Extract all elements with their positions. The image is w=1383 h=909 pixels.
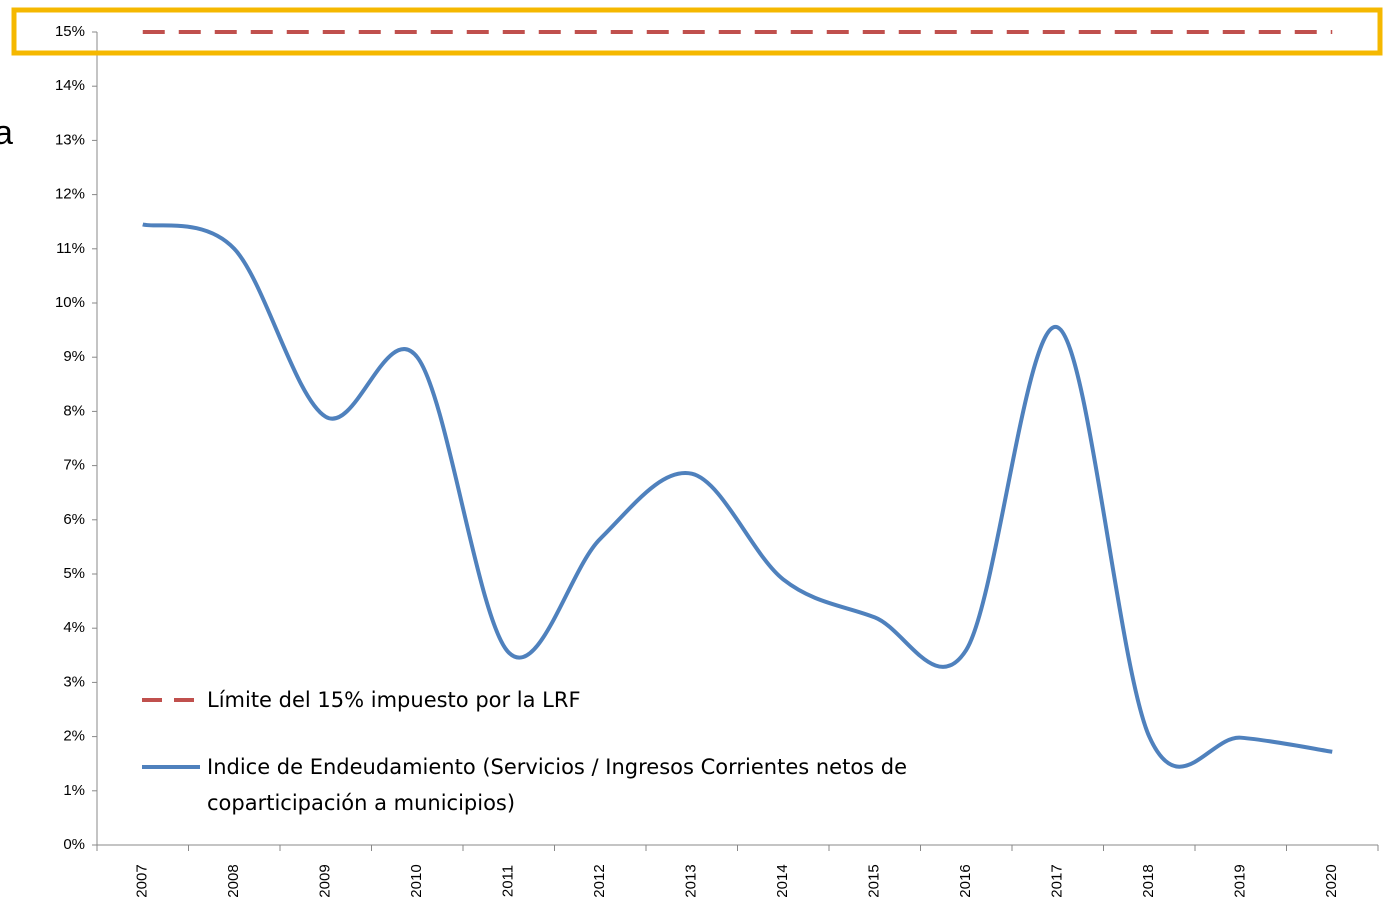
- x-tick-label: 2014: [774, 864, 791, 897]
- x-tick-label: 2020: [1323, 864, 1340, 897]
- x-tick-label: 2019: [1232, 864, 1249, 897]
- y-tick-label: 8%: [63, 402, 85, 419]
- x-tick-label: 2011: [500, 865, 517, 897]
- y-tick-label: 10%: [55, 294, 85, 311]
- series-line: [142, 222, 1333, 769]
- y-tick-label: 9%: [63, 348, 85, 365]
- y-tick-label: 1%: [63, 782, 85, 799]
- legend-label: Indice de Endeudamiento (Servicios / Ing…: [207, 755, 908, 815]
- y-tick-label: 6%: [63, 511, 85, 528]
- y-tick-label: 2%: [63, 728, 85, 745]
- highlight-box: [11, 7, 1383, 56]
- y-tick-label: 7%: [63, 457, 85, 474]
- x-tick-label: 2013: [683, 864, 700, 897]
- legend-label: Límite del 15% impuesto por la LRF: [207, 688, 581, 712]
- x-tick-label: 2017: [1049, 864, 1066, 897]
- y-tick-label: 12%: [55, 186, 85, 203]
- x-tick-label: 2008: [225, 864, 242, 897]
- x-tick-label: 2009: [317, 864, 334, 897]
- x-tick-label: 2010: [408, 864, 425, 897]
- x-tick-label: 2012: [591, 864, 608, 897]
- y-tick-label: 11%: [56, 240, 85, 257]
- annotation: a: [0, 114, 13, 152]
- x-tick-label: 2016: [957, 864, 974, 897]
- y-tick-label: 15%: [55, 23, 85, 40]
- y-tick-label: 4%: [63, 619, 85, 636]
- y-tick-label: 3%: [63, 673, 85, 690]
- y-tick-label: 0%: [63, 836, 85, 853]
- y-tick-label: 14%: [55, 77, 85, 94]
- x-tick-label: 2018: [1140, 864, 1157, 897]
- x-tick-label: 2007: [134, 864, 151, 897]
- x-tick-label: 2015: [866, 864, 883, 897]
- y-tick-label: 13%: [55, 131, 85, 148]
- y-tick-label: 5%: [63, 565, 85, 582]
